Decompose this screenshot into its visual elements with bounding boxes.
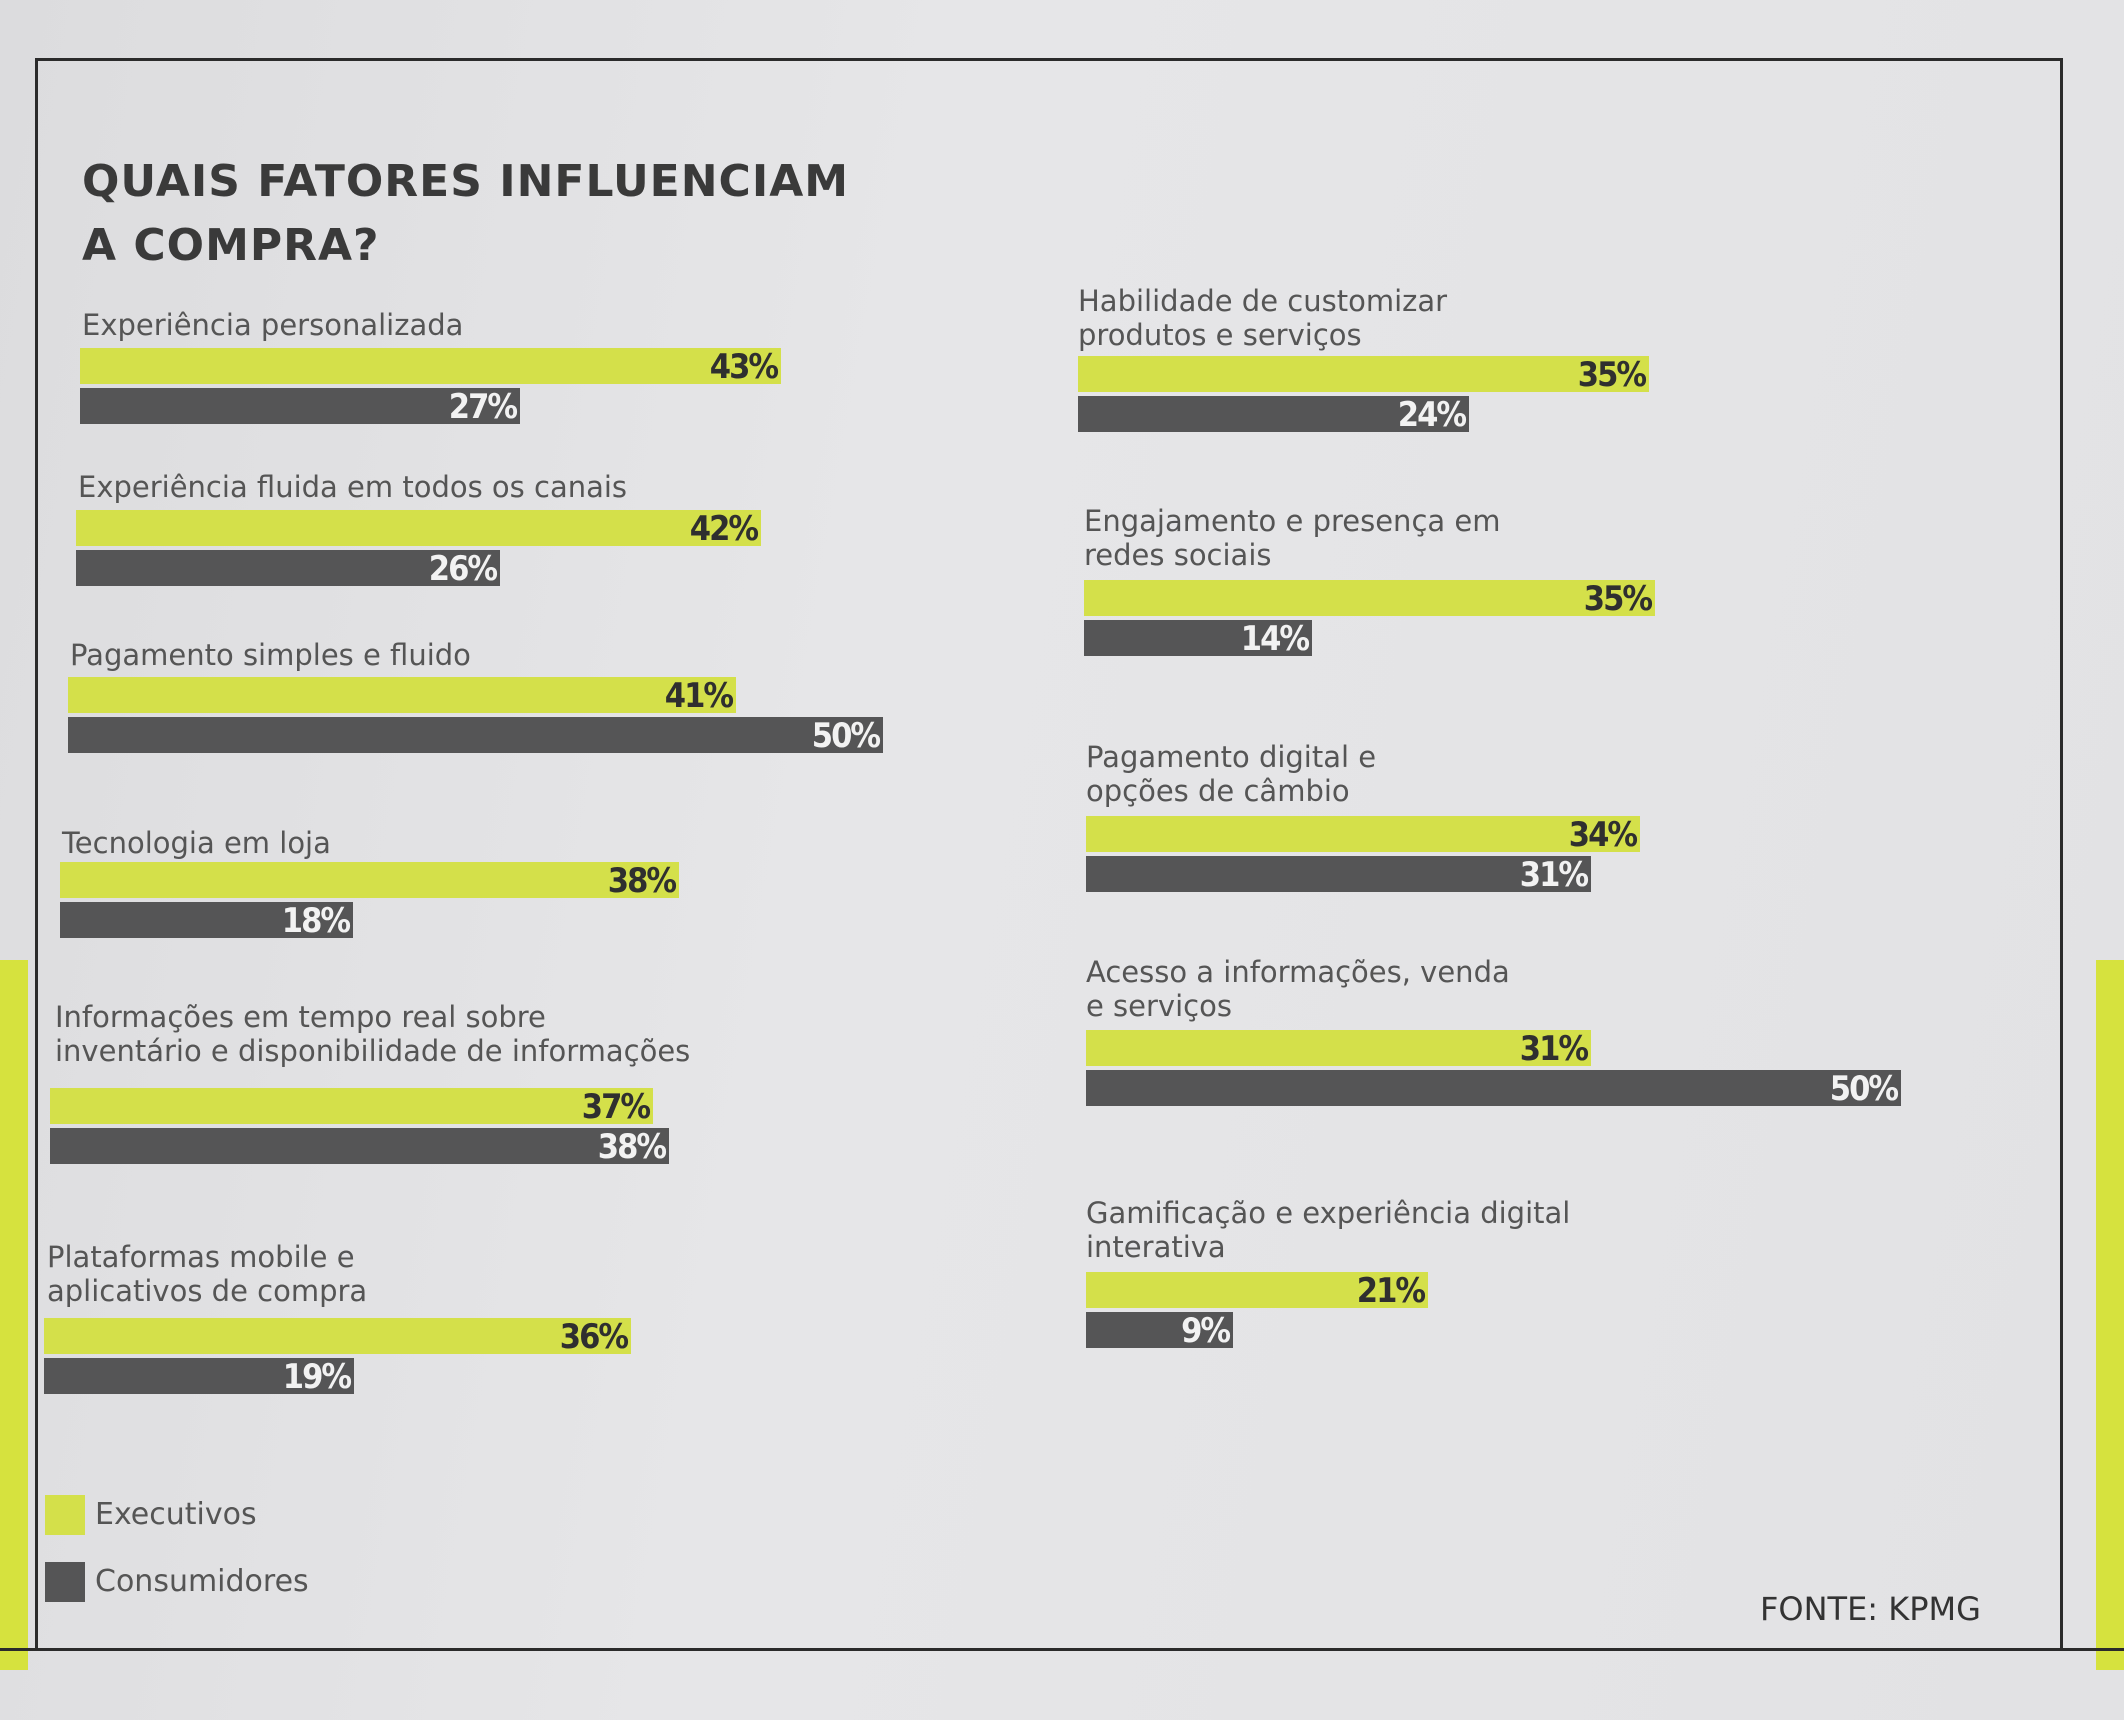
- bar-consumidores: 26%: [76, 549, 500, 589]
- bar-consumidores-value-label: 26%: [428, 549, 498, 589]
- bar-executivos: 34%: [1086, 815, 1640, 855]
- bar-executivos: 42%: [76, 509, 761, 549]
- chart-title: QUAIS FATORES INFLUENCIAM A COMPRA?: [82, 150, 849, 278]
- bar-consumidores: 31%: [1086, 855, 1591, 895]
- chart-frame: [35, 58, 2063, 1651]
- bar-executivos: 35%: [1084, 579, 1655, 619]
- bar-executivos-value-label: 37%: [581, 1087, 651, 1127]
- bar-consumidores: 27%: [80, 387, 520, 427]
- legend-swatch-executivos: [45, 1495, 85, 1535]
- category-label: Habilidade de customizar produtos e serv…: [1078, 284, 1448, 352]
- bar-executivos-value-label: 38%: [607, 861, 677, 901]
- category-label: Engajamento e presença em redes sociais: [1084, 504, 1501, 572]
- bar-consumidores-value-label: 50%: [1829, 1069, 1899, 1109]
- bar-consumidores-value-label: 9%: [1181, 1311, 1231, 1351]
- bar-executivos-value-label: 36%: [559, 1317, 629, 1357]
- bar-executivos: 35%: [1078, 355, 1649, 395]
- bar-executivos-value-label: 21%: [1356, 1271, 1426, 1311]
- bar-executivos-value-label: 34%: [1568, 815, 1638, 855]
- bar-executivos-value-label: 42%: [689, 509, 759, 549]
- bar-consumidores: 18%: [60, 901, 353, 941]
- bar-consumidores: 50%: [1086, 1069, 1901, 1109]
- bar-consumidores-value-label: 50%: [811, 716, 881, 756]
- bar-consumidores: 14%: [1084, 619, 1312, 659]
- bar-consumidores: 38%: [50, 1127, 669, 1167]
- bar-consumidores-value-label: 18%: [281, 901, 351, 941]
- bar-consumidores: 24%: [1078, 395, 1469, 435]
- legend-swatch-consumidores: [45, 1562, 85, 1602]
- bar-executivos: 38%: [60, 861, 679, 901]
- bar-consumidores: 50%: [68, 716, 883, 756]
- bar-executivos: 37%: [50, 1087, 653, 1127]
- category-label: Experiência personalizada: [82, 308, 464, 342]
- bottom-rule: [0, 1648, 2124, 1651]
- legend-label-executivos: Executivos: [95, 1497, 257, 1532]
- category-label: Plataformas mobile e aplicativos de comp…: [47, 1240, 368, 1308]
- bar-consumidores-value-label: 38%: [597, 1127, 667, 1167]
- bar-executivos: 43%: [80, 347, 781, 387]
- category-label: Tecnologia em loja: [62, 826, 331, 860]
- bar-consumidores-value-label: 24%: [1397, 395, 1467, 435]
- bar-consumidores: 19%: [44, 1357, 354, 1397]
- bar-executivos: 21%: [1086, 1271, 1428, 1311]
- bar-consumidores: 9%: [1086, 1311, 1233, 1351]
- bar-executivos-value-label: 31%: [1519, 1029, 1589, 1069]
- bar-consumidores-value-label: 14%: [1240, 619, 1310, 659]
- bar-consumidores-value-label: 19%: [282, 1357, 352, 1397]
- category-label: Pagamento simples e fluido: [70, 638, 471, 672]
- category-label: Informações em tempo real sobre inventár…: [55, 1000, 691, 1068]
- right-accent-strip: [2096, 960, 2124, 1670]
- chart-title-line-1: QUAIS FATORES INFLUENCIAM: [82, 156, 850, 207]
- left-accent-strip: [0, 960, 28, 1670]
- bar-executivos: 36%: [44, 1317, 631, 1357]
- bar-executivos-value-label: 35%: [1583, 579, 1653, 619]
- bar-executivos: 31%: [1086, 1029, 1591, 1069]
- category-label: Acesso a informações, venda e serviços: [1086, 955, 1510, 1023]
- bar-executivos-value-label: 35%: [1577, 355, 1647, 395]
- bar-executivos-value-label: 43%: [709, 347, 779, 387]
- category-label: Pagamento digital e opções de câmbio: [1086, 740, 1377, 808]
- category-label: Gamificação e experiência digital intera…: [1086, 1196, 1571, 1264]
- bar-consumidores-value-label: 31%: [1519, 855, 1589, 895]
- chart-title-line-2: A COMPRA?: [82, 220, 380, 271]
- category-label: Experiência fluida em todos os canais: [78, 470, 628, 504]
- legend-label-consumidores: Consumidores: [95, 1564, 309, 1599]
- source-note: FONTE: KPMG: [1760, 1590, 1981, 1628]
- bar-consumidores-value-label: 27%: [448, 387, 518, 427]
- bar-executivos: 41%: [68, 676, 736, 716]
- bar-executivos-value-label: 41%: [664, 676, 734, 716]
